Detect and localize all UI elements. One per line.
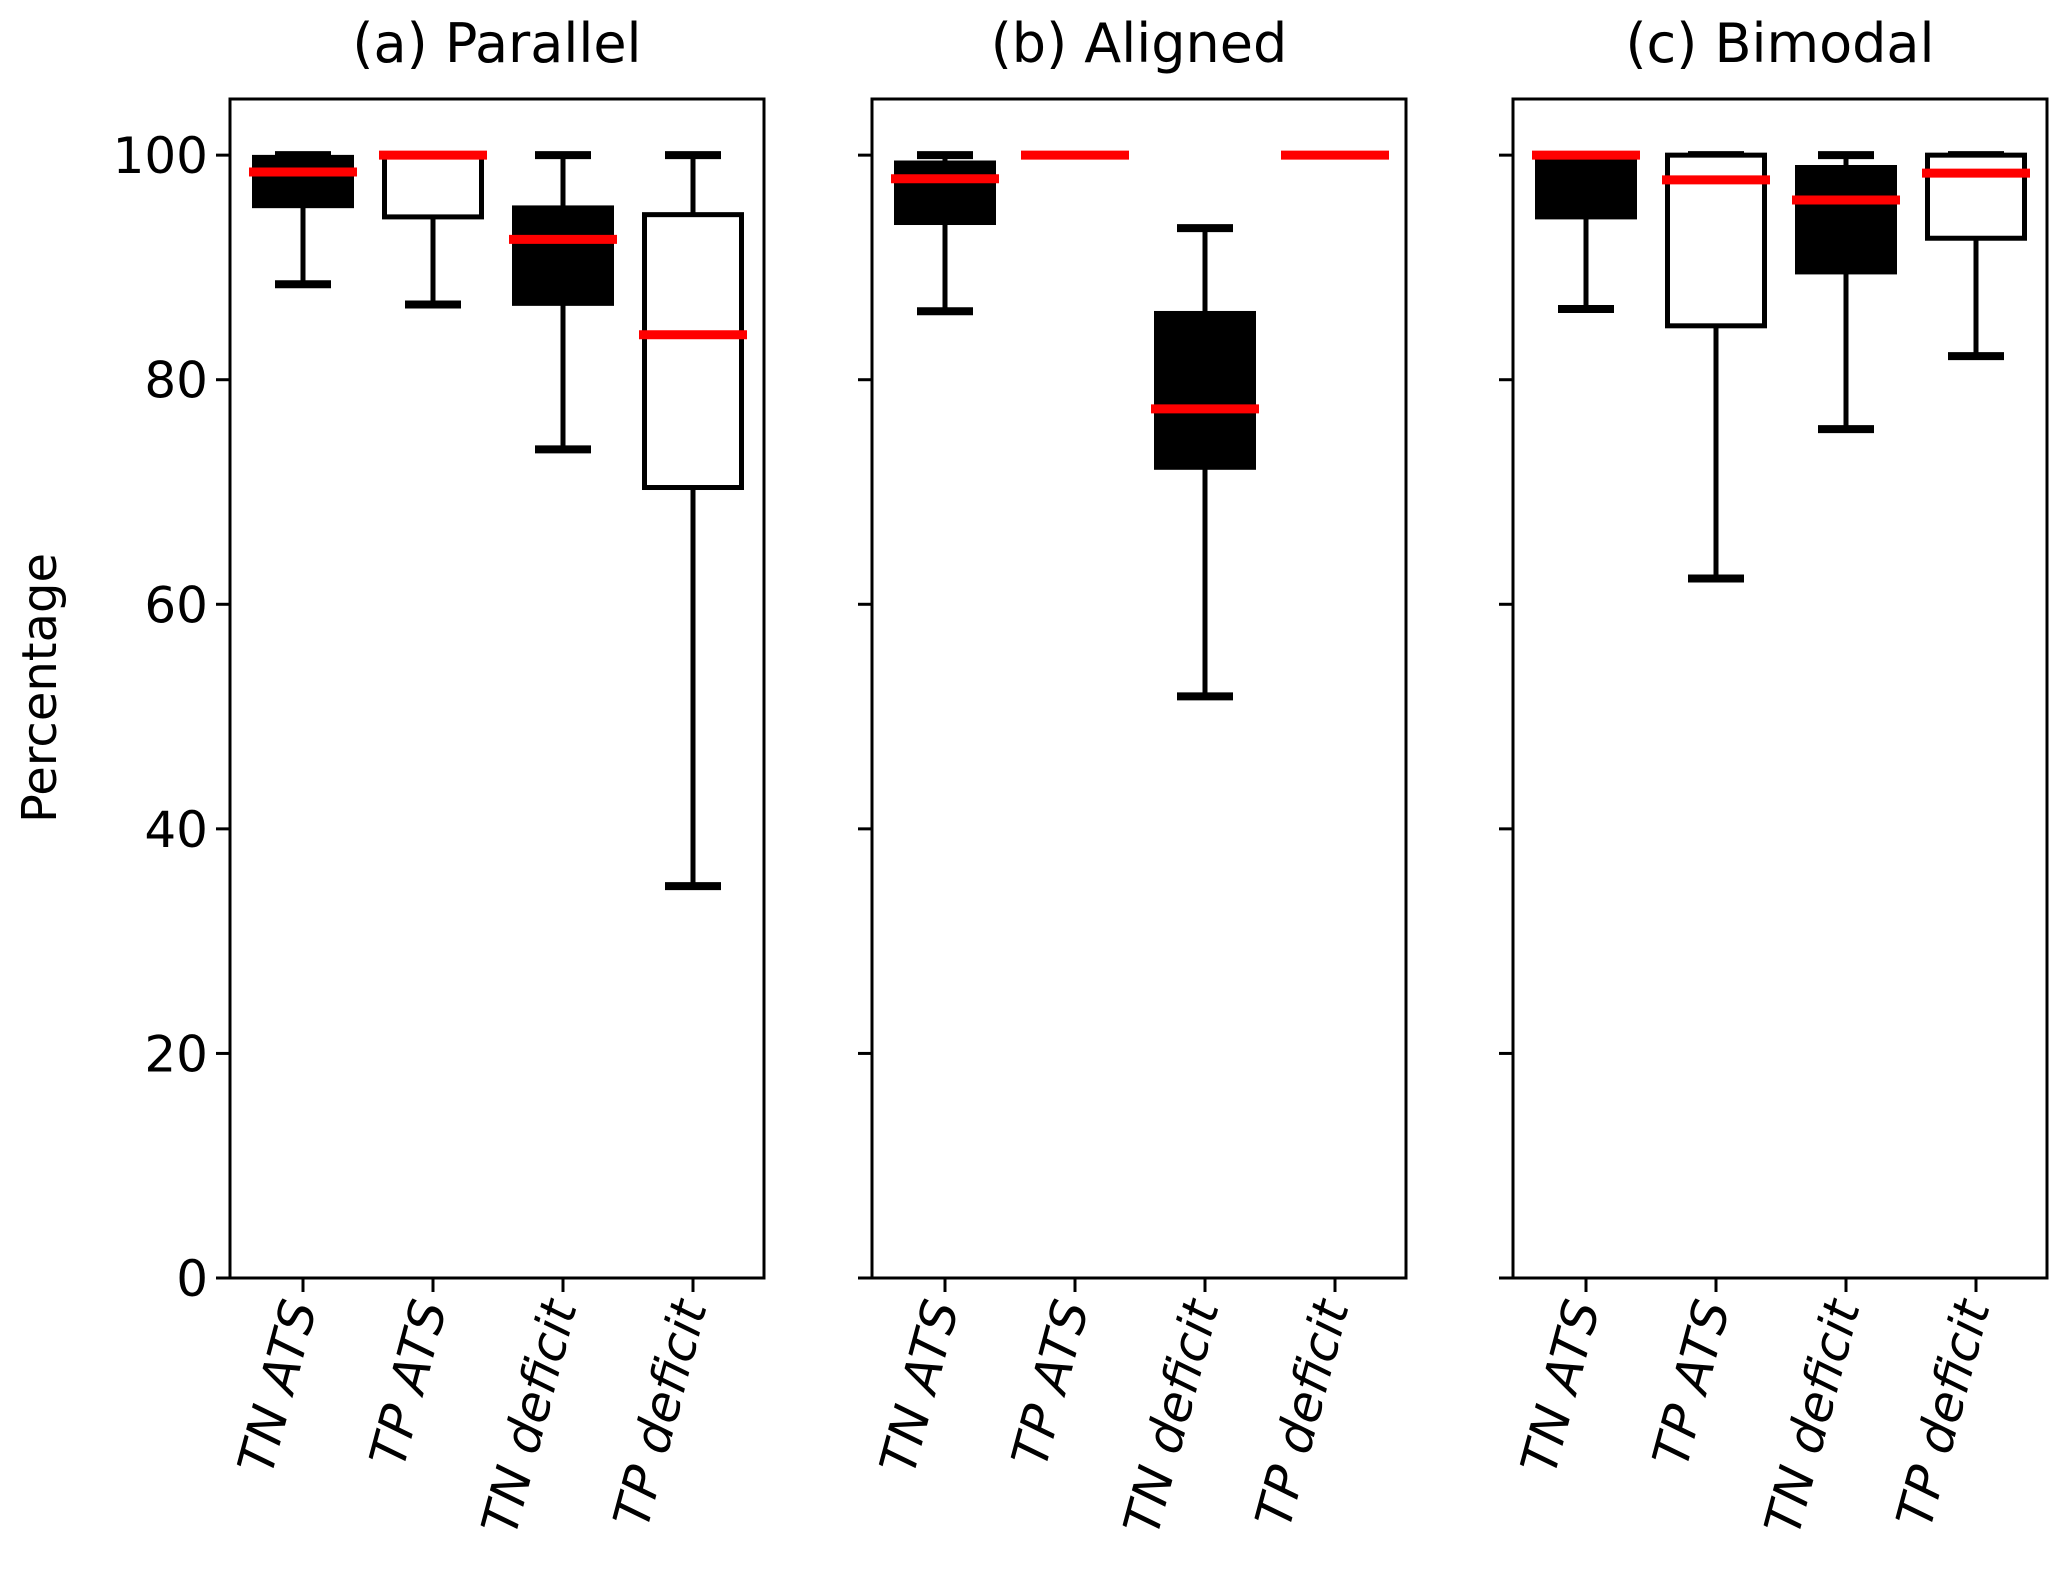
y-tick-label: 0 xyxy=(176,1250,208,1308)
box-tp-ats xyxy=(379,150,487,309)
box-tp-deficit xyxy=(1922,151,2030,361)
axes-frame xyxy=(1511,97,2049,1280)
box-tp-deficit xyxy=(639,151,747,891)
y-tick-label: 20 xyxy=(144,1025,208,1083)
y-tick-label: 40 xyxy=(144,801,208,859)
box-tn-ats xyxy=(1532,150,1640,313)
box-iqr xyxy=(642,212,744,491)
axes-frame xyxy=(228,97,766,1280)
y-axis-label: Percentage xyxy=(12,553,68,823)
box-iqr xyxy=(1154,310,1256,470)
y-tick-label: 100 xyxy=(113,127,208,185)
box-tn-deficit xyxy=(509,151,617,454)
axes-frame xyxy=(870,97,1408,1280)
box-tn-deficit xyxy=(1151,224,1259,701)
box-iqr xyxy=(894,160,996,226)
y-tick-label: 80 xyxy=(144,352,208,410)
box-iqr xyxy=(512,205,614,306)
box-tp-ats xyxy=(1662,151,1770,583)
box-tn-ats xyxy=(249,151,357,289)
panel-title: (a) Parallel xyxy=(352,12,641,75)
box-iqr xyxy=(382,152,484,220)
box-tn-deficit xyxy=(1792,151,1900,434)
box-tn-ats xyxy=(891,151,999,316)
box-iqr xyxy=(1925,152,2027,241)
y-tick-label: 60 xyxy=(144,576,208,634)
box-iqr xyxy=(1795,164,1897,275)
panel-title: (b) Aligned xyxy=(991,12,1288,75)
box-iqr xyxy=(252,154,354,209)
panel-title: (c) Bimodal xyxy=(1625,12,1934,75)
box-iqr xyxy=(1535,152,1637,220)
